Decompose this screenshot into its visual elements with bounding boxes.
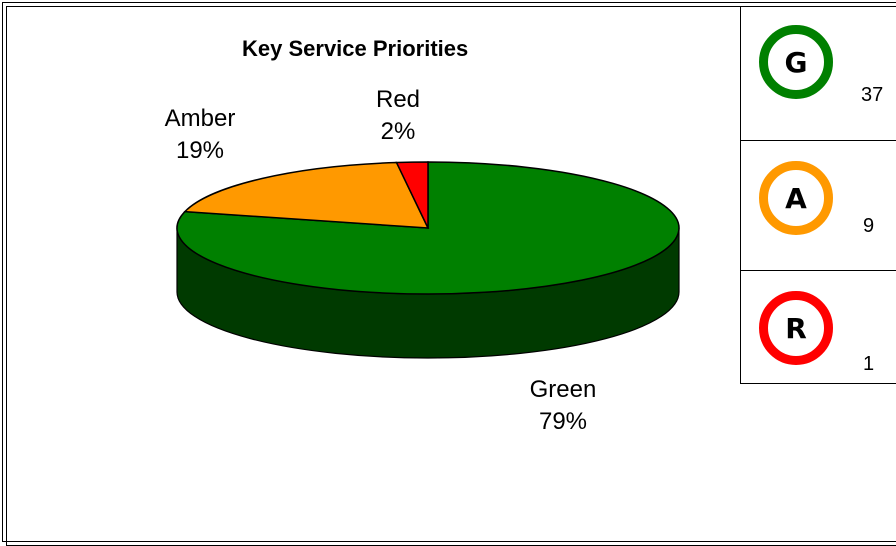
slice-percent-amber: 19% (175, 137, 225, 164)
pie-slice-amber (183, 161, 430, 229)
pie-chart (176, 161, 680, 359)
slice-name-amber: Amber (164, 105, 236, 132)
rag-letter-green: G (784, 45, 808, 79)
slice-label-green: Green 79% (513, 374, 613, 438)
rag-letter-amber: A (785, 181, 807, 215)
chart-title: Key Service Priorities (242, 36, 469, 61)
pie-slice-red (395, 161, 429, 229)
rag-cell-green: G 37 (741, 6, 896, 141)
red-status-icon: R (759, 291, 833, 365)
rag-count-green: 37 (861, 84, 884, 106)
slice-percent-green: 79% (538, 408, 588, 435)
slice-name-green: Green (529, 376, 597, 403)
rag-status-panel: G 37 A 9 R 1 (740, 6, 896, 384)
slice-label-amber: Amber 19% (150, 103, 250, 167)
green-status-icon: G (759, 25, 833, 99)
slice-name-red: Red (375, 86, 421, 113)
rag-cell-amber: A 9 (741, 141, 896, 271)
rag-letter-red: R (785, 311, 807, 345)
amber-status-icon: A (759, 161, 833, 235)
slice-label-red: Red 2% (358, 84, 438, 148)
rag-count-red: 1 (863, 353, 875, 375)
rag-count-amber: 9 (863, 215, 875, 237)
rag-cell-red: R 1 (741, 271, 896, 384)
slice-percent-red: 2% (380, 118, 416, 145)
